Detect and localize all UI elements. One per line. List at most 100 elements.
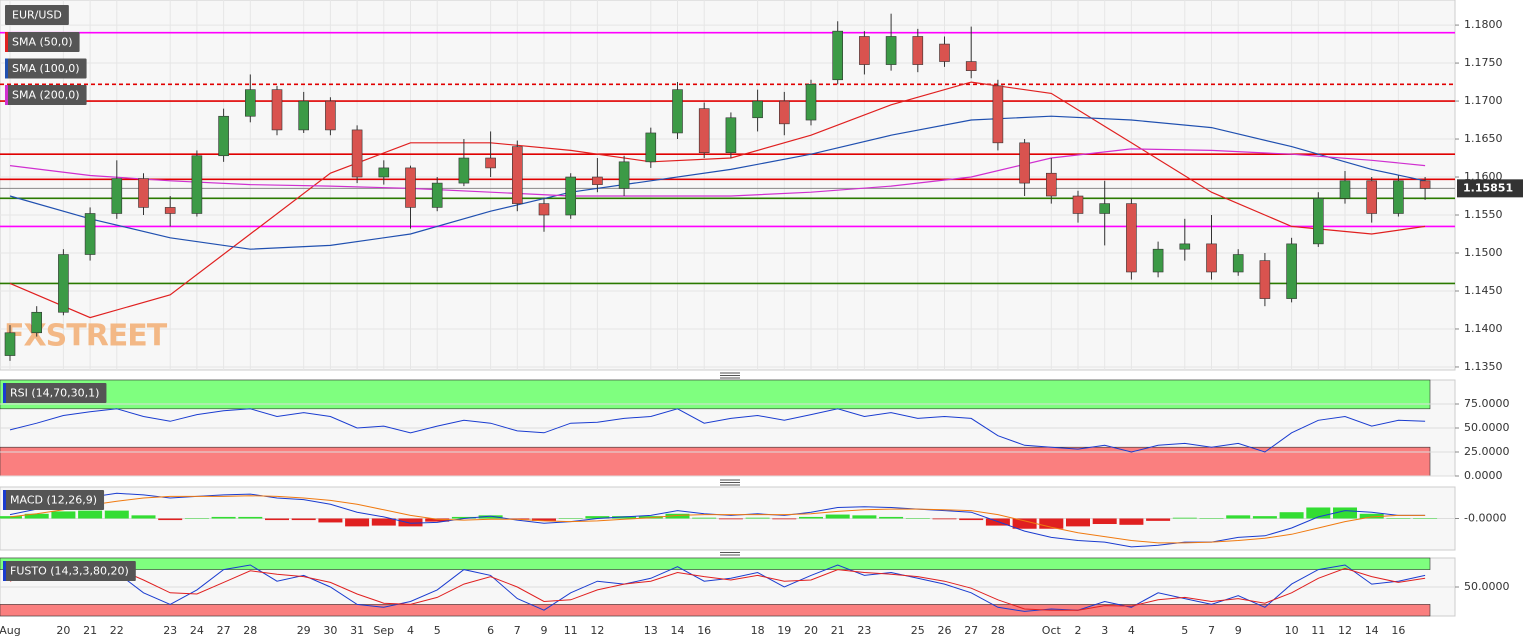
candle-body [859, 36, 870, 65]
histogram-bar [1386, 518, 1411, 519]
candle-body [111, 178, 123, 214]
histogram-bar [585, 516, 610, 519]
candle-body [298, 100, 310, 131]
x-tick-label: 20 [804, 624, 818, 637]
last-price-box [1457, 179, 1523, 198]
y-tick-label: 25.0000 [1464, 445, 1510, 458]
candle-body [805, 84, 817, 121]
candle-body [1072, 195, 1084, 214]
candle-body [725, 117, 737, 154]
overbought-band [0, 557, 1431, 570]
histogram-bar [959, 518, 984, 521]
x-tick-label: 13 [644, 624, 658, 637]
histogram-bar [1172, 517, 1197, 519]
y-tick-label: 1.1800 [1464, 18, 1503, 31]
x-tick-label: 23 [163, 624, 177, 637]
histogram-bar [665, 513, 690, 519]
x-tick-label: 5 [434, 624, 441, 637]
histogram-bar [1012, 518, 1037, 529]
histogram-bar [291, 518, 316, 521]
candle-body [1232, 254, 1244, 273]
x-tick-label: 12 [1338, 624, 1352, 637]
legend-label: MACD (12,26,9) [10, 494, 97, 507]
histogram-bar [478, 515, 503, 519]
histogram-bar [425, 518, 450, 522]
candle-body [1366, 180, 1377, 214]
candle-body [511, 146, 523, 204]
y-tick-label: 0.0000 [1464, 469, 1503, 482]
histogram-bar [398, 518, 423, 527]
histogram-bar [1279, 512, 1304, 519]
y-tick-label: 1.1650 [1464, 132, 1503, 145]
candle-body [1419, 180, 1431, 189]
x-tick-label: 6 [487, 624, 494, 637]
legend-label: EUR/USD [12, 9, 62, 22]
candle-body [912, 36, 924, 65]
histogram-bar [158, 518, 183, 521]
x-tick-label: 4 [1128, 624, 1135, 637]
x-tick-label: 16 [697, 624, 711, 637]
candle-body [565, 176, 577, 216]
y-tick-label: 1.1500 [1464, 246, 1503, 259]
candle-body [58, 254, 69, 313]
histogram-bar [184, 518, 209, 519]
candle-body [245, 89, 256, 117]
candle-body [378, 167, 390, 178]
histogram-bar [371, 518, 396, 526]
x-tick-label: Sep [373, 624, 394, 637]
histogram-bar [718, 518, 743, 520]
candle-body [164, 207, 176, 214]
x-tick-label: Oct [1042, 624, 1062, 637]
candle-body [618, 161, 630, 189]
candle-body [778, 100, 790, 125]
candle-body [1019, 142, 1030, 184]
candle-body [538, 203, 550, 216]
y-tick-label: 50.0000 [1464, 421, 1510, 434]
x-tick-label: 31 [350, 624, 364, 637]
histogram-bar [1199, 518, 1224, 519]
indicator-line [9, 563, 1426, 612]
x-tick-label: 2 [1075, 624, 1082, 637]
histogram-bar [1066, 518, 1090, 527]
legend-swatch [5, 32, 8, 52]
legend-swatch [3, 383, 6, 403]
candle-body [992, 85, 1004, 144]
x-tick-label: 4 [407, 624, 414, 637]
candle-body [1313, 197, 1324, 245]
histogram-bar [238, 516, 263, 519]
histogram-bar [772, 518, 797, 520]
y-tick-label: 1.1550 [1464, 208, 1503, 221]
histogram-bar [1119, 518, 1144, 525]
y-tick-label: 50.0000 [1464, 580, 1510, 593]
legend-label: FUSTO (14,3,3,80,20) [10, 565, 129, 578]
candle-body [1152, 248, 1164, 273]
x-tick-label: 28 [991, 624, 1005, 637]
histogram-bar [558, 518, 583, 519]
legend-box [5, 32, 80, 52]
candle-body [485, 157, 496, 169]
candle-body [752, 100, 763, 119]
histogram-bar [1252, 516, 1277, 519]
histogram-bar [1413, 518, 1438, 519]
x-tick-label: 14 [671, 624, 685, 637]
candle-body [1126, 203, 1137, 273]
histogram-bar [1092, 518, 1117, 525]
candle-body [592, 176, 603, 185]
histogram-bar [905, 518, 930, 519]
indicator-line [9, 408, 1426, 453]
y-tick-label: 1.1400 [1464, 322, 1503, 335]
histogram-bar [345, 518, 370, 527]
x-tick-label: 26 [938, 624, 952, 637]
x-tick-label: 22 [110, 624, 124, 637]
x-tick-label: 21 [831, 624, 845, 637]
x-tick-label: 14 [1365, 624, 1379, 637]
candle-body [325, 100, 336, 131]
histogram-bar [211, 516, 236, 519]
histogram-bar [104, 510, 129, 519]
x-tick-label: 23 [857, 624, 871, 637]
legend-box [3, 561, 136, 581]
x-tick-label: 20 [56, 624, 70, 637]
candle-body [1206, 243, 1217, 273]
legend-box [3, 383, 107, 403]
